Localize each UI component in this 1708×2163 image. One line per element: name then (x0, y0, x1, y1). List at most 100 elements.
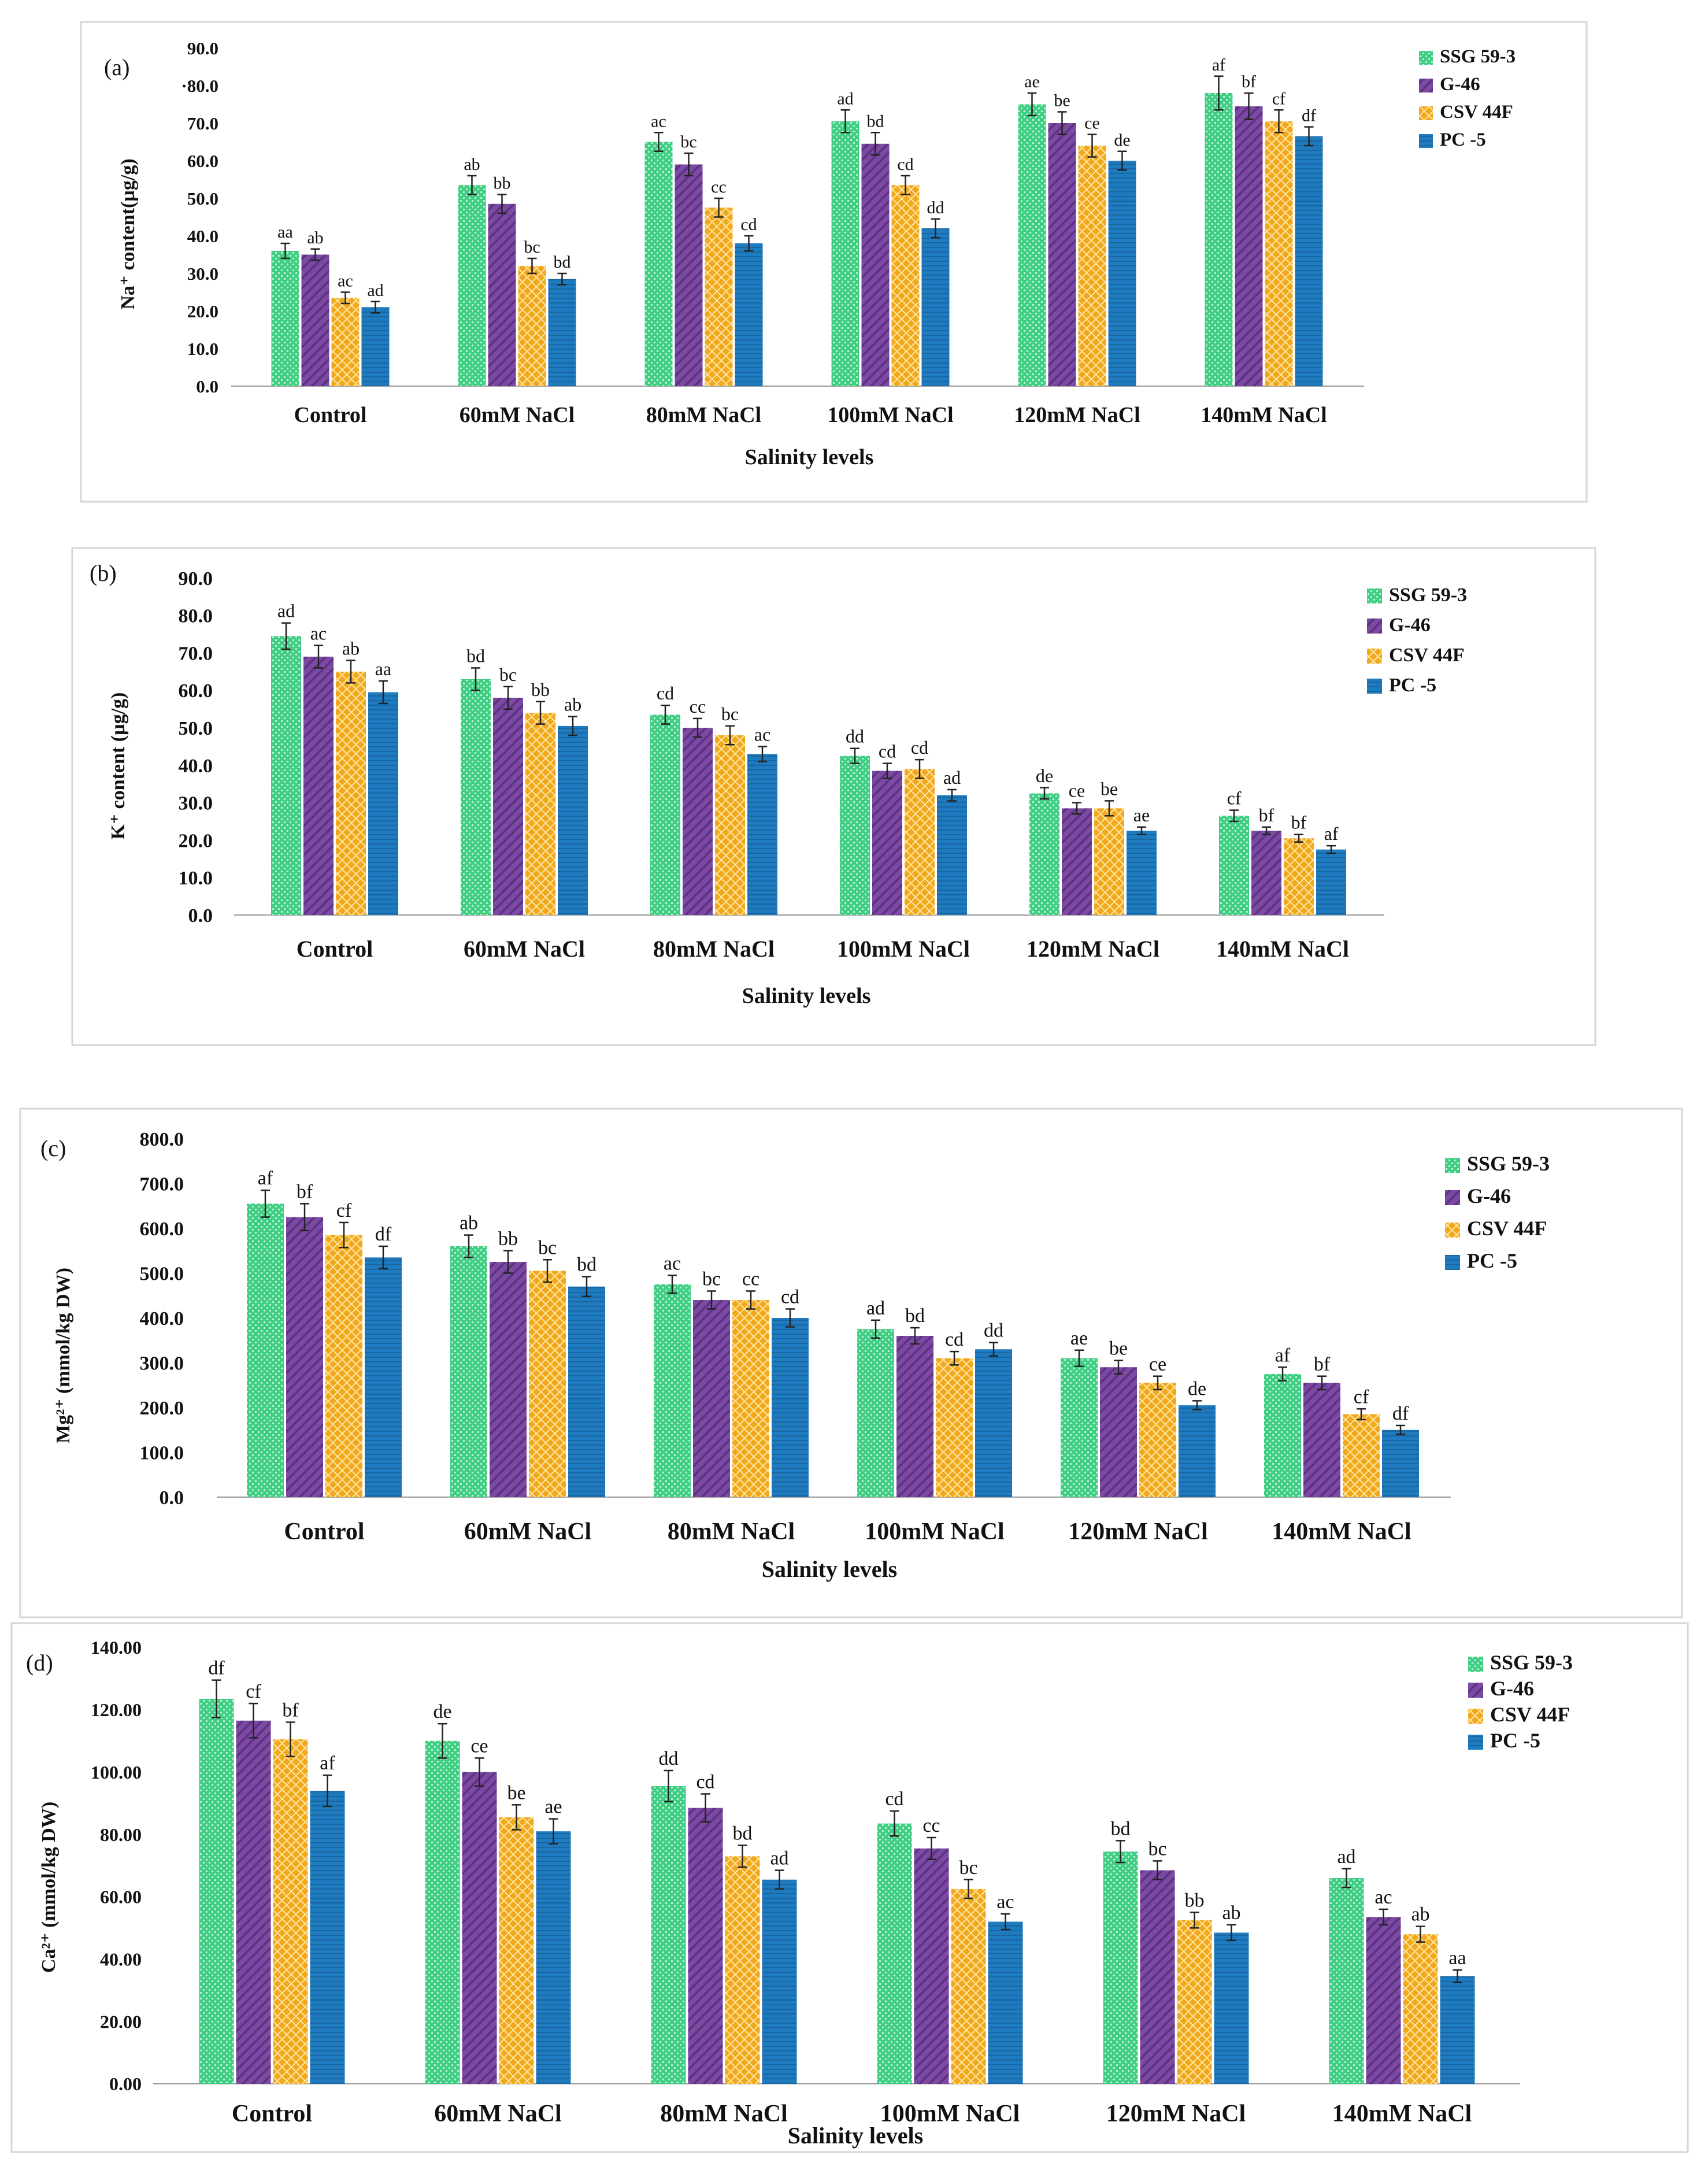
bar (536, 1831, 571, 2084)
legend-item: G-46 (1445, 1184, 1511, 1208)
error-bar (746, 1290, 755, 1310)
legend-item: SSG 59-3 (1367, 584, 1467, 606)
data-label: bc (538, 1237, 557, 1258)
error-bar (850, 747, 859, 764)
y-tick-label: 120.00 (91, 1699, 142, 1720)
bar (425, 1740, 460, 2084)
data-label: af (1324, 823, 1339, 844)
x-category-label: 140mM NaCl (1332, 2101, 1472, 2127)
error-bar (557, 272, 567, 286)
data-label: bc (524, 238, 540, 257)
y-tick-label: ·80.0 (181, 76, 218, 96)
data-label: aa (375, 658, 391, 679)
y-tick-label: 700.0 (140, 1173, 184, 1195)
bar (650, 714, 680, 915)
data-label: df (1392, 1403, 1409, 1424)
legend-swatch (1468, 1709, 1483, 1724)
y-tick-label: 20.00 (100, 2011, 142, 2032)
bar (558, 725, 588, 915)
x-category-label: 120mM NaCl (1027, 936, 1159, 962)
data-label: ac (651, 112, 666, 131)
error-bar (323, 1774, 332, 1808)
data-label: cf (246, 1681, 261, 1702)
x-category-label: 140mM NaCl (1216, 936, 1349, 962)
data-label: ab (464, 155, 480, 174)
bar (1316, 849, 1346, 915)
error-bar (901, 175, 910, 195)
panel-c: (c) Mg²⁺ (mmol/kg DW) Salinity levels 0.… (19, 1108, 1683, 1618)
y-axis: 0.0 100.0 200.0 300.0 400.0 500.0 600.0 700.0 80… (140, 1129, 1451, 1509)
data-label: dd (659, 1748, 679, 1769)
error-bar (964, 1879, 973, 1899)
error-bar (549, 1818, 558, 1845)
bar (914, 1848, 949, 2084)
error-bar (1262, 826, 1271, 835)
data-label: bd (554, 253, 571, 272)
x-axis-title: Salinity levels (742, 984, 871, 1008)
bars: dfcfbfafdecebeaeddcdbdadcdccbcacbdbcbbab… (199, 1658, 1475, 2084)
error-bar (910, 1327, 920, 1345)
legend-item: CSV 44F (1468, 1703, 1570, 1726)
data-label: aa (1448, 1947, 1466, 1969)
data-label: ad (770, 1848, 788, 1869)
bar (488, 203, 516, 386)
bar (525, 713, 555, 915)
y-axis-title: K⁺ content (µg/g) (108, 692, 129, 840)
bar (1366, 1917, 1401, 2084)
y-tick-label: 0.0 (160, 1487, 184, 1509)
error-bar (1192, 1400, 1202, 1411)
legend-label: PC -5 (1440, 129, 1486, 150)
bar (1029, 793, 1059, 915)
error-bar (1294, 834, 1303, 843)
error-bar (340, 291, 350, 305)
error-bar (280, 242, 290, 260)
error-bar (464, 1234, 473, 1258)
y-axis-title: Na⁺ content(µg/g) (117, 158, 139, 309)
bar (936, 1358, 973, 1497)
bar (857, 1329, 894, 1497)
bar (772, 1318, 809, 1497)
bar (675, 164, 703, 386)
legend-item: CSV 44F (1445, 1217, 1547, 1240)
data-label: ce (1069, 780, 1085, 801)
x-category-label: 120mM NaCl (1106, 2101, 1246, 2127)
x-category-label: 100mM NaCl (880, 2101, 1020, 2127)
x-category-label: 60mM NaCl (464, 936, 585, 962)
y-tick-label: 50.0 (179, 718, 213, 739)
bar (831, 121, 859, 386)
error-bar (661, 704, 670, 725)
bar (493, 698, 523, 915)
data-label: cd (911, 737, 928, 758)
bar (1100, 1367, 1137, 1497)
data-label: cd (740, 215, 757, 234)
x-category-label: 60mM NaCl (460, 403, 575, 427)
y-tick-label: 10.0 (187, 339, 218, 359)
bar (1329, 1878, 1364, 2084)
y-tick-label: 300.0 (140, 1353, 184, 1374)
data-label: df (375, 1224, 392, 1245)
bar (1018, 104, 1046, 386)
data-label: bb (494, 174, 511, 193)
y-tick-label: 40.0 (179, 755, 213, 777)
x-axis-title: Salinity levels (788, 2123, 923, 2149)
bar (762, 1879, 797, 2084)
data-label: be (507, 1782, 525, 1803)
bar (654, 1284, 691, 1497)
panel-label: (c) (40, 1135, 66, 1161)
bar (683, 728, 713, 915)
error-bar (870, 132, 880, 156)
legend-swatch (1419, 51, 1433, 65)
data-label: cc (690, 696, 706, 717)
legend-swatch (1468, 1735, 1483, 1750)
bar (301, 254, 329, 386)
data-label: af (258, 1168, 273, 1189)
error-bar (871, 1319, 880, 1339)
bar (877, 1823, 912, 2084)
legend-item: PC -5 (1367, 675, 1436, 696)
bar (644, 142, 673, 386)
data-label: bd (905, 1305, 925, 1327)
data-label: ce (1084, 114, 1100, 133)
error-bar (1072, 802, 1081, 815)
data-label: ab (307, 228, 323, 247)
data-label: ab (564, 694, 581, 715)
